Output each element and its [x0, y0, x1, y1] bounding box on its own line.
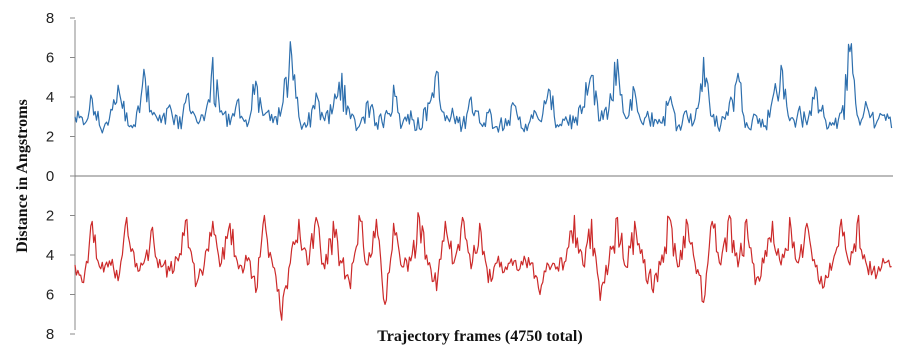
y-tick-label: 4: [46, 247, 54, 264]
y-tick-label: 0: [46, 168, 54, 185]
y-tick-label: 6: [46, 50, 54, 67]
series-group: [74, 41, 893, 321]
y-axis-title: Distance in Angstroms: [14, 99, 31, 253]
series-line-up: [74, 41, 893, 134]
x-axis-title: Trajectory frames (4750 total): [377, 328, 582, 345]
y-tick-labels: 8 6 4 2 0 2 4 6 8: [46, 10, 54, 343]
y-tick-marks: [70, 17, 75, 335]
y-tick-label: 8: [46, 326, 54, 343]
y-tick-label: 2: [46, 129, 54, 146]
y-tick-label: 8: [46, 10, 54, 27]
series-line-down: [74, 212, 892, 321]
y-tick-label: 4: [46, 89, 54, 106]
y-tick-label: 2: [46, 208, 54, 225]
y-tick-label: 6: [46, 287, 54, 304]
